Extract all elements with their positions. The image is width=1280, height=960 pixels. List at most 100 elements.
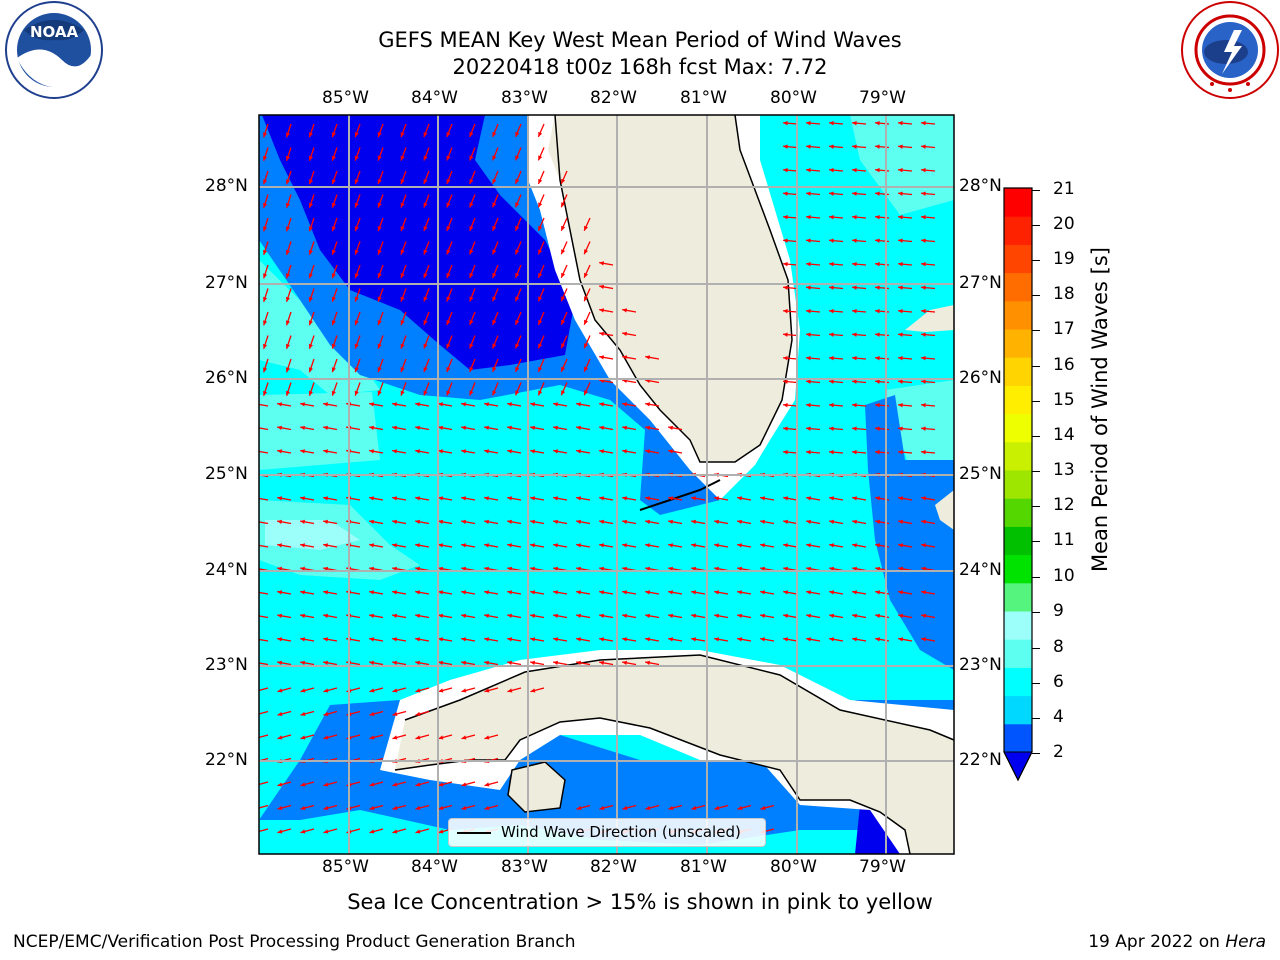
colorbar-swatch (1004, 357, 1032, 386)
wave-direction-arrowhead (852, 191, 857, 196)
wave-direction-arrowhead (423, 367, 428, 373)
wave-direction-arrowhead (599, 543, 605, 548)
wave-direction-arrowhead (515, 202, 520, 208)
wave-direction-arrowhead (875, 403, 880, 408)
latitude-label-right: 22°N (959, 750, 1002, 770)
wave-direction-arrowhead (277, 688, 283, 693)
wave-direction-arrowhead (262, 249, 268, 255)
wave-direction-arrowhead (415, 711, 421, 717)
wave-direction-arrowhead (783, 191, 788, 196)
map-frame (258, 114, 955, 855)
wave-direction-arrowhead (438, 660, 444, 665)
wave-direction-arrowhead (921, 496, 927, 501)
wave-direction-arrowhead (507, 613, 513, 618)
wave-direction-arrowhead (538, 390, 543, 396)
wave-direction-arrowhead (392, 449, 398, 454)
wave-direction-arrowhead (806, 144, 811, 149)
wave-direction-arrowhead (898, 426, 903, 431)
wave-direction-arrowhead (285, 179, 291, 185)
colorbar-tick-mark (1032, 683, 1040, 684)
wave-direction-arrowhead (262, 390, 268, 396)
wave-direction-arrowhead (515, 225, 520, 231)
wave-direction-arrowhead (829, 450, 834, 455)
wave-direction-arrowhead (645, 449, 651, 454)
latitude-label-right: 24°N (959, 560, 1002, 580)
colorbar-swatch (1004, 554, 1032, 584)
wave-direction-arrowhead (507, 402, 513, 407)
wave-direction-arrowhead (553, 543, 559, 548)
wave-direction-arrowhead (415, 613, 421, 618)
wave-direction-arrowhead (829, 356, 834, 361)
wave-direction-arrowhead (806, 285, 811, 290)
latitude-label-right: 25°N (959, 464, 1002, 484)
wave-direction-arrowhead (415, 449, 421, 454)
wave-direction-arrowhead (561, 296, 566, 302)
wave-direction-arrowhead (783, 168, 788, 173)
wave-direction-arrowhead (392, 660, 398, 665)
wave-direction-arrowhead (277, 711, 283, 717)
wave-direction-arrowhead (469, 296, 474, 302)
wave-direction-arrowhead (423, 343, 428, 349)
wave-direction-arrowhead (898, 215, 903, 220)
wave-direction-arrowhead (277, 402, 283, 407)
colorbar-tick-label: 11 (1053, 530, 1075, 550)
colorbar-tick-mark (1032, 577, 1040, 578)
wave-direction-arrowhead (584, 249, 589, 255)
wave-period-fill-6-8 (850, 115, 954, 215)
wave-direction-arrowhead (369, 688, 375, 693)
wave-direction-arrowhead (875, 613, 881, 618)
colorbar-tick-label: 8 (1053, 637, 1064, 657)
wave-direction-arrowhead (553, 425, 559, 430)
wave-direction-arrowhead (392, 829, 398, 834)
legend-line-sample (457, 832, 491, 834)
wave-direction-arrow (259, 828, 269, 833)
latitude-label-left: 27°N (205, 273, 248, 293)
wave-direction-arrowhead (285, 320, 291, 326)
wave-direction-arrowhead (438, 805, 444, 811)
wave-direction-arrowhead (691, 543, 697, 548)
wave-direction-arrowhead (852, 215, 857, 220)
wave-direction-arrowhead (530, 496, 536, 501)
colorbar (1003, 187, 1033, 782)
wave-direction-arrowhead (354, 343, 359, 349)
wave-direction-arrowhead (369, 496, 375, 501)
wave-direction-arrowhead (392, 688, 398, 693)
wave-direction-arrowhead (760, 519, 766, 524)
wave-direction-arrowhead (806, 403, 811, 408)
wave-direction-arrowhead (668, 519, 674, 524)
wave-direction-arrowhead (415, 590, 421, 595)
wind-wave-arrows (259, 121, 936, 834)
wave-direction-arrowhead (277, 519, 283, 524)
wave-direction-arrowhead (584, 366, 589, 372)
wave-direction-arrowhead (331, 249, 336, 255)
wave-direction-arrowhead (369, 711, 375, 717)
longitude-label-top: 83°W (501, 88, 548, 108)
wave-direction-arrowhead (400, 226, 405, 232)
wave-direction-arrowhead (898, 285, 903, 290)
wave-direction-arrowhead (538, 225, 543, 231)
wave-direction-arrowhead (308, 296, 313, 302)
wave-direction-arrowhead (515, 343, 520, 349)
wave-direction-arrowhead (484, 519, 490, 524)
wave-direction-arrowhead (262, 296, 268, 302)
wave-direction-arrowhead (277, 425, 283, 430)
wave-direction-arrowhead (622, 519, 628, 524)
wave-direction-arrowhead (760, 543, 766, 548)
wave-direction-arrowhead (645, 805, 651, 811)
wave-direction-arrowhead (323, 566, 329, 571)
wave-direction-arrowhead (538, 155, 543, 161)
wave-direction-arrowhead (561, 225, 566, 231)
wave-direction-arrowhead (852, 121, 857, 126)
wave-direction-arrowhead (783, 590, 789, 595)
wave-direction-arrowhead (538, 366, 543, 372)
longitude-label-bottom: 80°W (770, 857, 817, 877)
wave-direction-arrow (259, 427, 269, 431)
wave-direction-arrowhead (622, 805, 628, 811)
wave-direction-arrowhead (415, 829, 421, 834)
wave-direction-arrow (259, 687, 269, 692)
wave-direction-arrowhead (285, 273, 291, 279)
wave-direction-arrowhead (308, 202, 313, 208)
wave-direction-arrow (259, 615, 269, 619)
wave-direction-arrowhead (461, 590, 467, 595)
